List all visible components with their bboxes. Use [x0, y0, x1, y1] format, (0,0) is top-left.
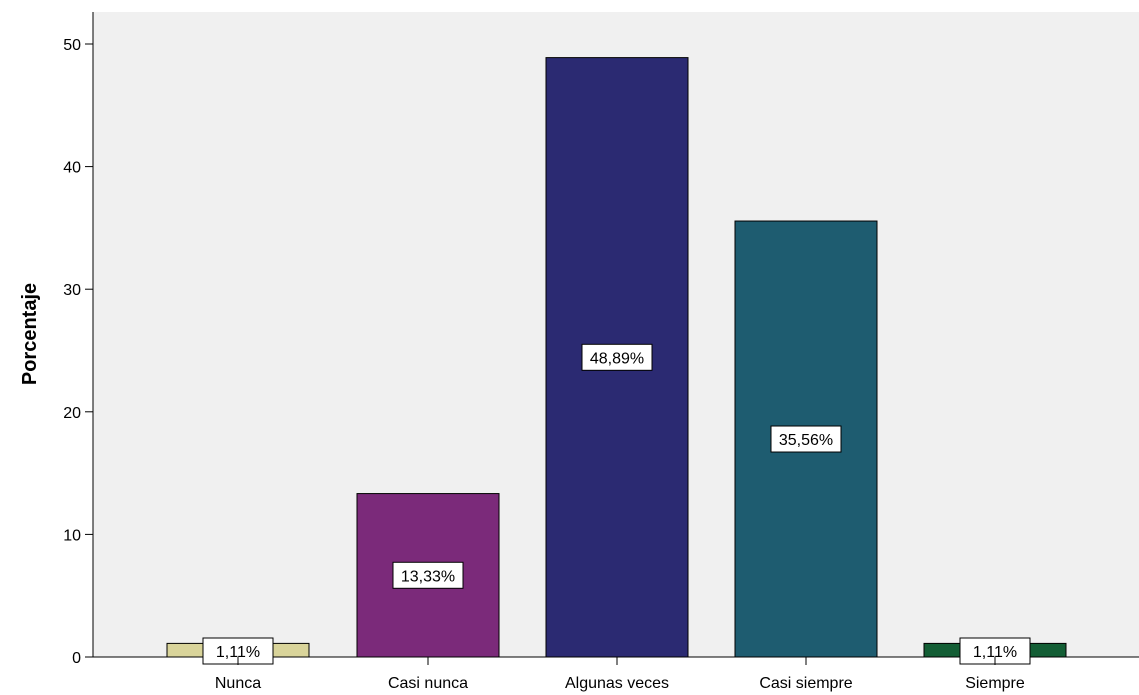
data-label: 48,89% [590, 350, 644, 367]
data-labels: 1,11% 13,33% 48,89% 35,56% 1,11% [202, 343, 1031, 665]
y-tick-label: 30 [63, 282, 81, 299]
data-label-box [392, 561, 464, 589]
data-label-box [202, 637, 274, 665]
category-label: Siempre [965, 675, 1025, 692]
y-tick-label: 40 [63, 160, 81, 177]
data-label: 35,56% [779, 432, 833, 449]
data-label: 1,11% [973, 644, 1017, 661]
category-label: Algunas veces [565, 675, 669, 692]
y-tick-label: 0 [72, 650, 81, 667]
y-axis-label: Porcentaje [19, 283, 41, 385]
category-labels: Nunca Casi nunca Algunas veces Casi siempre… [215, 657, 1025, 692]
data-label-box [770, 425, 842, 453]
data-label: 13,33% [401, 568, 455, 585]
category-label: Nunca [215, 675, 261, 692]
y-ticks: 0 10 20 30 40 50 [63, 37, 93, 667]
y-tick-label: 50 [63, 37, 81, 54]
category-label: Casi nunca [388, 675, 468, 692]
data-label-box [581, 343, 653, 371]
y-tick-label: 20 [63, 405, 81, 422]
category-label: Casi siempre [759, 675, 852, 692]
data-label: 1,11% [216, 644, 260, 661]
y-tick-label: 10 [63, 527, 81, 544]
